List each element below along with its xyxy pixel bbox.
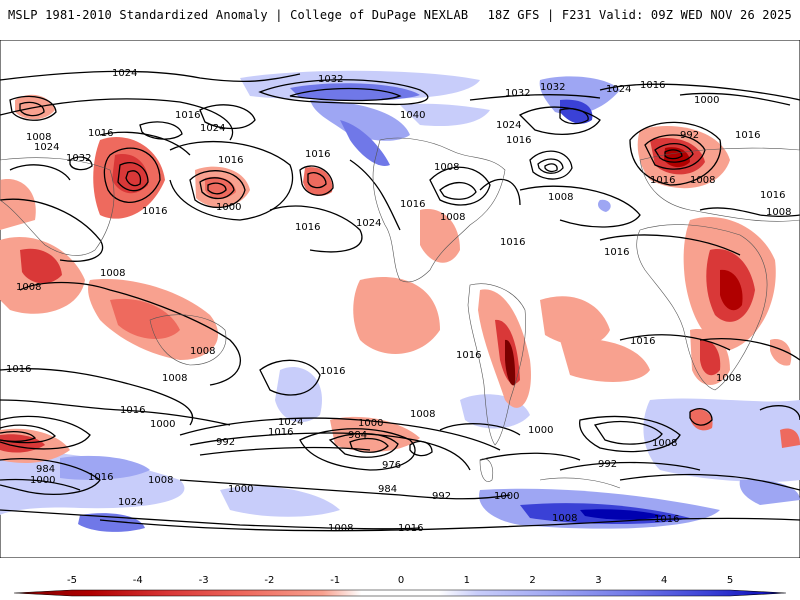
- contour-label: 1016: [88, 128, 113, 139]
- contour-label: 1008: [434, 162, 459, 173]
- contour-label: 1016: [268, 427, 293, 438]
- colorbar-tick-label: 0: [398, 575, 404, 586]
- contour-label: 1024: [200, 123, 225, 134]
- contour-label: 1000: [528, 425, 553, 436]
- contour-label: 1000: [358, 418, 383, 429]
- contour-label: 1024: [34, 142, 59, 153]
- contour-label: 1016: [320, 366, 345, 377]
- contour-label: 1008: [410, 409, 435, 420]
- contour-label: 1008: [162, 373, 187, 384]
- colorbar-tick-label: 4: [661, 575, 667, 586]
- contour-label: 1008: [148, 475, 173, 486]
- colorbar-tick-label: 5: [727, 575, 733, 586]
- contour-label: 1008: [548, 192, 573, 203]
- contour-label: 1016: [398, 523, 423, 534]
- anomaly-map: 1024 1032 1032 1032 1024 1016 1000 1008 …: [0, 40, 800, 558]
- contour-label: 1008: [440, 212, 465, 223]
- contour-label: 992: [216, 437, 235, 448]
- contour-label: 1016: [604, 247, 629, 258]
- contour-label: 1016: [650, 175, 675, 186]
- contour-label: 1016: [218, 155, 243, 166]
- colorbar-tick-label: -4: [133, 575, 143, 586]
- contour-label: 1016: [6, 364, 31, 375]
- contour-label: 1016: [640, 80, 665, 91]
- contour-label: 976: [382, 460, 401, 471]
- contour-label: 1016: [654, 514, 679, 525]
- contour-label: 1032: [505, 88, 530, 99]
- coastlines: [0, 137, 800, 489]
- colorbar-tick-label: 2: [529, 575, 535, 586]
- isobar-contours: [0, 70, 800, 532]
- contour-label: 1016: [400, 199, 425, 210]
- contour-label: 1008: [100, 268, 125, 279]
- contour-label: 1016: [500, 237, 525, 248]
- contour-label: 1008: [766, 207, 791, 218]
- contour-label: 1000: [494, 491, 519, 502]
- contour-label: 1008: [652, 438, 677, 449]
- contour-label: 1016: [506, 135, 531, 146]
- contour-label: 1008: [26, 132, 51, 143]
- contour-label: 1016: [305, 149, 330, 160]
- contour-label: 1024: [356, 218, 381, 229]
- contour-label: 1032: [66, 153, 91, 164]
- contour-label: 1024: [118, 497, 143, 508]
- colorbar-tick-label: 1: [464, 575, 470, 586]
- contour-label: 1016: [175, 110, 200, 121]
- contour-label: 1000: [228, 484, 253, 495]
- contour-label: 1000: [150, 419, 175, 430]
- contour-label: 1016: [88, 472, 113, 483]
- model-valid-time: 18Z GFS | F231 Valid: 09Z WED NOV 26 202…: [487, 8, 792, 22]
- contour-label: 1008: [716, 373, 741, 384]
- contour-label: 1024: [606, 84, 631, 95]
- contour-label: 1000: [694, 95, 719, 106]
- contour-label: 1008: [552, 513, 577, 524]
- contour-label: 1024: [278, 417, 303, 428]
- contour-label: 1008: [190, 346, 215, 357]
- contour-label: 1008: [16, 282, 41, 293]
- contour-label: 1016: [760, 190, 785, 201]
- contour-label: 1040: [400, 110, 425, 121]
- contour-label: 1008: [690, 175, 715, 186]
- contour-label: 1032: [540, 82, 565, 93]
- contour-label: 1016: [120, 405, 145, 416]
- contour-label: 1024: [112, 68, 137, 79]
- colorbar-tick-label: 3: [595, 575, 601, 586]
- anomaly-colorbar: -5 -4 -3 -2 -1 0 1 2 3 4 5: [13, 575, 787, 597]
- contour-label: 984: [36, 464, 55, 475]
- contour-label: 1016: [295, 222, 320, 233]
- contour-labels: 1024 1032 1032 1032 1024 1016 1000 1008 …: [6, 68, 791, 534]
- contour-label: 1024: [496, 120, 521, 131]
- colorbar-tick-label: -1: [330, 575, 340, 586]
- contour-label: 1016: [456, 350, 481, 361]
- colorbar-tick-label: -3: [199, 575, 209, 586]
- contour-label: 1016: [630, 336, 655, 347]
- contour-label: 1000: [30, 475, 55, 486]
- header-bar: MSLP 1981-2010 Standardized Anomaly | Co…: [0, 0, 800, 34]
- contour-label: 992: [598, 459, 617, 470]
- contour-label: 992: [680, 130, 699, 141]
- contour-label: 1000: [216, 202, 241, 213]
- contour-label: 1016: [142, 206, 167, 217]
- contour-label: 992: [432, 491, 451, 502]
- contour-label: 984: [378, 484, 397, 495]
- map-title: MSLP 1981-2010 Standardized Anomaly | Co…: [8, 8, 469, 22]
- contour-label: 1032: [318, 74, 343, 85]
- contour-label: 984: [348, 430, 367, 441]
- colorbar-tick-label: -2: [264, 575, 274, 586]
- contour-label: 1016: [735, 130, 760, 141]
- contour-label: 1008: [328, 523, 353, 534]
- colorbar-tick-label: -5: [67, 575, 77, 586]
- colorbar-strip: [13, 589, 787, 597]
